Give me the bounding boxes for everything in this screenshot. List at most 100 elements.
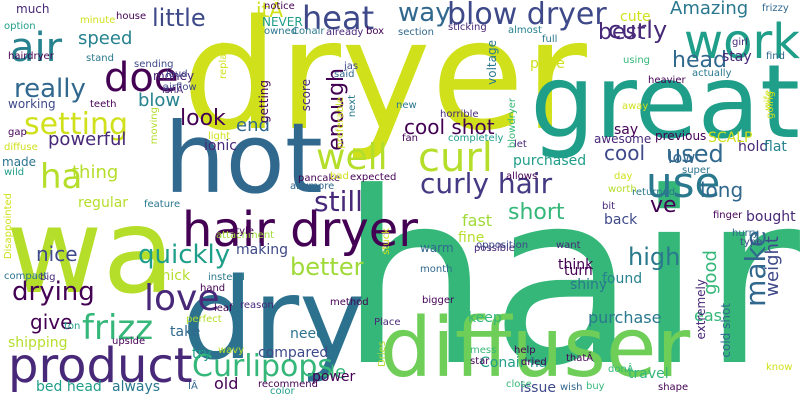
cloud-word: buy [586,381,605,392]
cloud-word: back [604,212,638,228]
cloud-word: Amazing [670,0,749,19]
cloud-word: section [398,27,435,38]
cloud-word: fan [402,133,418,144]
cloud-word: air [10,25,63,71]
cloud-word: upside [112,336,146,347]
cloud-word: shipping [8,335,68,351]
cloud-word: think [558,257,594,273]
cloud-word: old [214,374,239,393]
cloud-word: setting [24,107,129,142]
cloud-word: nice [36,242,78,266]
cloud-word: well [316,137,388,178]
cloud-word: new [396,100,417,111]
cloud-word: thatÂ [566,353,610,364]
cloud-word: Conair ha [480,355,548,371]
cloud-word: cute [620,9,651,25]
cloud-word: bought [746,209,796,225]
cloud-word: score [299,79,313,112]
cloud-word: IÂ [188,381,214,392]
cloud-word: awesome [594,132,652,146]
cloud-word: airflow [163,82,197,93]
cloud-word: ton [64,321,81,332]
cloud-word: curl [418,135,493,181]
cloud-word: mess [470,345,497,356]
cloud-word: give [30,310,73,334]
cloud-word: moving [149,107,160,145]
cloud-word: finger [713,210,743,221]
cloud-word: found [602,271,643,287]
cloud-word: really [14,74,86,104]
cloud-word: wavy [218,345,245,356]
cloud-word: stuck [381,228,392,255]
cloud-word: look [180,106,226,131]
cloud-word: keep [468,310,502,326]
cloud-word: high [628,243,681,271]
cloud-word: wa [6,182,175,320]
cloud-word: extremely [694,279,708,340]
cloud-word: little [152,4,206,32]
cloud-word: know [766,362,793,373]
cloud-word: hot [164,102,323,215]
cloud-word: hairdryer [8,51,54,62]
cloud-word: cool [604,141,646,165]
cloud-word: say [614,122,639,138]
cloud-word: drying [12,277,95,307]
cloud-word: try [192,346,212,362]
cloud-word: worth [608,184,637,195]
cloud-word: wild [4,167,25,178]
cloud-word: thing [72,162,119,183]
cloud-word: previous [655,129,707,143]
cloud-word: ha [40,157,83,197]
cloud-word: compared [258,345,329,361]
cloud-word: notice [264,1,295,12]
cloud-word: diffuser [380,301,691,396]
cloud-word: star [470,356,490,367]
cloud-word: house [116,11,147,22]
cloud-word: blow dryer [447,0,607,32]
cloud-word: anymore [290,181,335,192]
cloud-word: head [672,48,727,73]
cloud-word: itÂ [256,0,316,22]
cloud-word: voltage [485,40,499,85]
cloud-word: sticking [448,22,487,33]
cloud-word: Place [374,317,401,328]
cloud-word: made [2,155,37,169]
cloud-word: cold shot [719,303,733,358]
cloud-word: heat [302,0,375,37]
cloud-word: month [420,264,453,275]
cloud-word: gap [8,127,27,138]
cloud-word: easy [694,306,732,325]
cloud-word: working [8,97,56,111]
cloud-word: best [598,20,646,45]
cloud-word: weight [762,236,783,297]
cloud-word: Conair [292,26,325,37]
cloud-word: blow [138,90,181,111]
cloud-word: ve [650,193,677,218]
cloud-word: hurry [732,228,759,239]
cloud-word: isnÂ [162,85,200,96]
cloud-word: type [740,237,763,248]
cloud-word: instead [208,272,245,283]
cloud-word: low [668,148,696,167]
cloud-word: bigger [422,295,455,306]
cloud-word: regular [78,195,129,211]
cloud-word: donÂ [608,364,650,375]
cloud-word: opposition [476,240,529,251]
cloud-word: Curlipops [192,349,334,384]
cloud-word: sending [134,59,174,70]
cloud-word: returned [632,187,676,198]
cloud-word: bit [602,201,616,212]
cloud-word: frizzy [762,3,789,14]
cloud-word: purchased [513,153,587,169]
cloud-word: hair dryer [182,202,419,258]
cloud-word: need [290,326,325,342]
cloud-word: doe [104,55,179,101]
cloud-word: going [765,91,776,119]
cloud-word: compact [4,271,48,282]
cloud-word: already [326,27,364,38]
cloud-word: style [230,226,254,237]
cloud-word: short [508,200,565,225]
cloud-word: long [700,178,744,202]
cloud-word: loud [166,69,188,80]
